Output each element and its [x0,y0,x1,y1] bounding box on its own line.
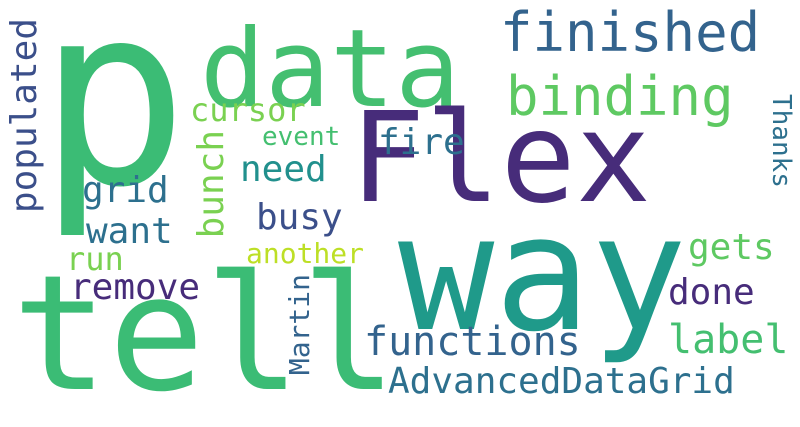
word-data: data [200,7,461,132]
word-cursor: cursor [190,91,306,129]
word-busy: busy [256,197,343,238]
word-bunch: bunch [191,130,232,239]
word-another: another [246,237,365,270]
word-cloud: p data finished binding Flex way tell cu… [4,0,796,414]
word-martin: Martin [283,274,316,376]
word-want: want [86,211,173,252]
word-gets: gets [688,227,775,268]
word-populated: populated [4,18,45,214]
word-label: label [668,317,789,363]
word-run: run [66,240,124,278]
word-thanks: Thanks [766,94,796,188]
word-flex: Flex [350,86,652,231]
word-way: way [398,180,687,367]
word-need: need [240,149,327,190]
word-p: p [38,0,189,242]
word-event: event [262,122,341,152]
word-functions: functions [364,319,581,365]
word-binding: binding [506,65,734,128]
word-fire: fire [378,122,465,163]
word-grid: grid [82,170,169,211]
word-advanceddatagrid: AdvancedDataGrid [388,361,735,402]
word-done: done [668,272,755,313]
word-remove: remove [70,267,201,308]
word-tell: tell [12,240,398,427]
word-finished: finished [500,1,761,64]
